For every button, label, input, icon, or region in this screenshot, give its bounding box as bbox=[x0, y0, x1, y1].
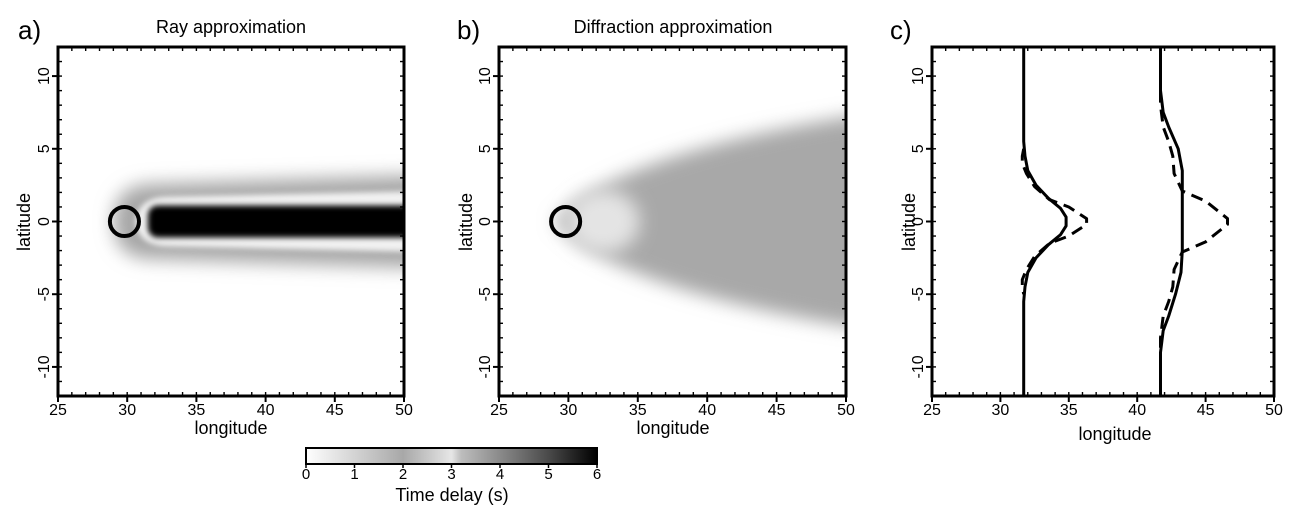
colorbar-tick-label: 2 bbox=[399, 466, 407, 483]
source-circle bbox=[107, 204, 141, 239]
x-tick-label: 50 bbox=[395, 402, 413, 419]
core-region bbox=[147, 205, 404, 238]
x-tick-label: 45 bbox=[768, 402, 786, 419]
y-tick-label: 0 bbox=[910, 217, 927, 226]
panel-title: Diffraction approximation bbox=[574, 17, 773, 37]
dashed-curve-1 bbox=[1020, 148, 1089, 295]
solid-curve-0 bbox=[1022, 47, 1068, 396]
minor-ticks bbox=[57, 46, 405, 397]
y-tick-label: -5 bbox=[36, 287, 53, 301]
minor-ticks bbox=[498, 46, 847, 397]
wedge-region bbox=[554, 117, 846, 326]
y-tick-label: -10 bbox=[477, 355, 494, 378]
bright-spot bbox=[566, 189, 640, 254]
colorbar-tick-label: 0 bbox=[302, 466, 310, 483]
y-tick-label: 0 bbox=[477, 217, 494, 226]
y-axis-label: latitude bbox=[14, 193, 34, 251]
x-axis-label: longitude bbox=[636, 418, 709, 438]
x-tick-label: 40 bbox=[698, 402, 716, 419]
colorbar-tick-label: 6 bbox=[593, 466, 601, 483]
x-tick-label: 35 bbox=[629, 402, 647, 419]
y-axis-label: latitude bbox=[899, 193, 919, 251]
colorbar-tick-label: 5 bbox=[544, 466, 552, 483]
x-tick-label: 50 bbox=[1265, 402, 1283, 419]
y-tick-label: -10 bbox=[910, 355, 927, 378]
x-tick-label: 40 bbox=[257, 402, 275, 419]
x-tick-label: 30 bbox=[118, 402, 136, 419]
colorbar: Time delay (s) 0 1 2 3 4 5 6 bbox=[302, 447, 601, 505]
x-tick-label: 35 bbox=[1060, 402, 1078, 419]
plot-field bbox=[1020, 47, 1229, 396]
dashed-curve-3 bbox=[1159, 90, 1229, 353]
y-tick-label: 5 bbox=[477, 144, 494, 153]
y-tick-label: 0 bbox=[36, 217, 53, 226]
panel-a: a) Ray approximation longitude latitude … bbox=[14, 15, 413, 438]
colorbar-gradient bbox=[305, 447, 598, 465]
plot-field bbox=[113, 175, 404, 268]
panel-c: c) longitude latitude 25 30 35 40 45 501050-5… bbox=[890, 15, 1283, 444]
x-tick-label: 50 bbox=[837, 402, 855, 419]
y-tick-label: -5 bbox=[477, 287, 494, 301]
x-tick-label: 45 bbox=[326, 402, 344, 419]
x-tick-label: 30 bbox=[560, 402, 578, 419]
x-tick-label: 35 bbox=[188, 402, 206, 419]
x-axis-label: longitude bbox=[194, 418, 267, 438]
plot-field bbox=[554, 117, 846, 326]
panel-title: Ray approximation bbox=[156, 17, 306, 37]
x-tick-label: 25 bbox=[49, 402, 67, 419]
x-tick-label: 30 bbox=[992, 402, 1010, 419]
colorbar-tick-label: 4 bbox=[496, 466, 504, 483]
panel-label: c) bbox=[890, 15, 912, 45]
source-circle bbox=[549, 204, 583, 239]
y-tick-label: 5 bbox=[910, 144, 927, 153]
y-tick-label: 10 bbox=[36, 67, 53, 85]
y-axis-label: latitude bbox=[456, 193, 476, 251]
solid-curve-2 bbox=[1159, 47, 1184, 396]
x-tick-label: 25 bbox=[490, 402, 508, 419]
y-tick-label: 10 bbox=[910, 67, 927, 85]
colorbar-label: Time delay (s) bbox=[395, 485, 508, 505]
x-tick-label: 25 bbox=[923, 402, 941, 419]
plot-background bbox=[932, 47, 1274, 396]
panel-label: b) bbox=[457, 15, 480, 45]
y-tick-label: -5 bbox=[910, 287, 927, 301]
y-tick-label: 10 bbox=[477, 67, 494, 85]
panel-b: b) Diffraction approximation longitude l… bbox=[456, 15, 855, 438]
y-tick-label: 5 bbox=[36, 144, 53, 153]
x-tick-label: 45 bbox=[1197, 402, 1215, 419]
colorbar-tick-label: 3 bbox=[447, 466, 455, 483]
minor-ticks bbox=[931, 46, 1275, 397]
y-tick-label: -10 bbox=[36, 355, 53, 378]
colorbar-tick-label: 1 bbox=[350, 466, 358, 483]
x-axis-label: longitude bbox=[1078, 424, 1151, 444]
x-tick-label: 40 bbox=[1128, 402, 1146, 419]
panel-label: a) bbox=[18, 15, 41, 45]
